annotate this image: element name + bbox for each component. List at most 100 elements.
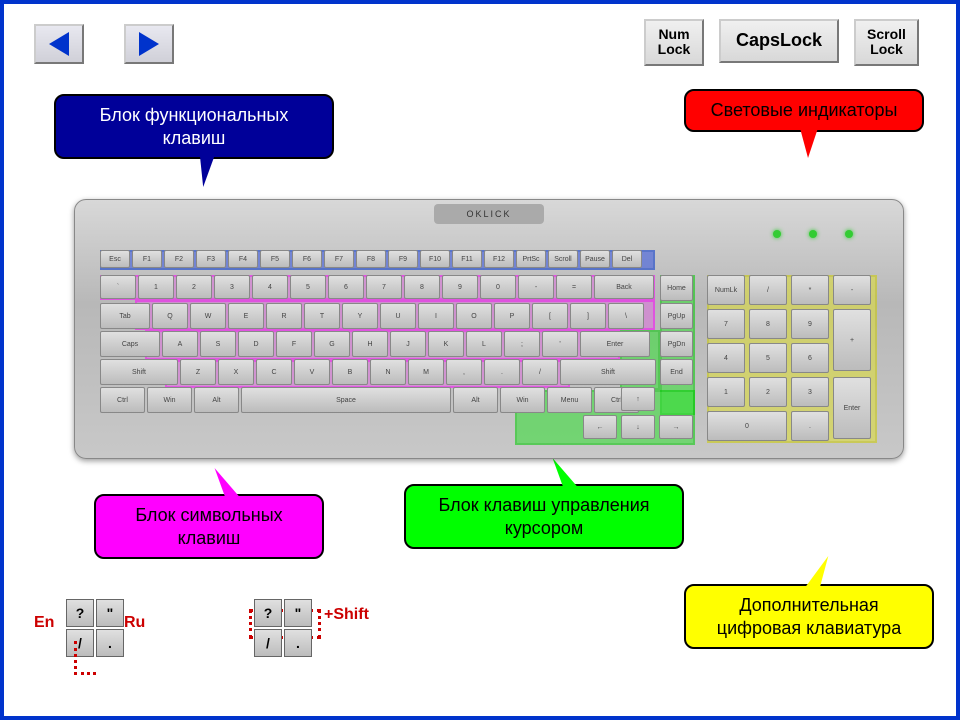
keyboard-key[interactable]: Win bbox=[500, 387, 545, 413]
keyboard-key[interactable]: , bbox=[446, 359, 482, 385]
keyboard-key[interactable]: 5 bbox=[749, 343, 787, 373]
keyboard-key[interactable]: . bbox=[484, 359, 520, 385]
keyboard-key[interactable]: 4 bbox=[252, 275, 288, 299]
nav-next-button[interactable] bbox=[124, 24, 174, 64]
keyboard-key[interactable]: 6 bbox=[791, 343, 829, 373]
keyboard-key[interactable]: → bbox=[659, 415, 693, 439]
keyboard-key[interactable]: W bbox=[190, 303, 226, 329]
keyboard-key[interactable]: M bbox=[408, 359, 444, 385]
keyboard-key[interactable]: N bbox=[370, 359, 406, 385]
keyboard-key[interactable]: Pause bbox=[580, 250, 610, 268]
keyboard-key[interactable]: 0 bbox=[707, 411, 787, 441]
keyboard-key[interactable]: ; bbox=[504, 331, 540, 357]
keyboard-key[interactable]: Q bbox=[152, 303, 188, 329]
keyboard-key[interactable]: / bbox=[522, 359, 558, 385]
keyboard-key[interactable]: P bbox=[494, 303, 530, 329]
keyboard-key[interactable]: 4 bbox=[707, 343, 745, 373]
keyboard-key[interactable]: ↑ bbox=[621, 387, 655, 411]
keyboard-key[interactable]: 9 bbox=[442, 275, 478, 299]
keyboard-key[interactable]: ↓ bbox=[621, 415, 655, 439]
keyboard-key[interactable]: End bbox=[660, 359, 693, 385]
keyboard-key[interactable]: F5 bbox=[260, 250, 290, 268]
scrolllock-button[interactable]: Scroll Lock bbox=[854, 19, 919, 66]
keyboard-key[interactable]: 1 bbox=[138, 275, 174, 299]
keyboard-key[interactable]: \ bbox=[608, 303, 644, 329]
keyboard-key[interactable]: 6 bbox=[328, 275, 364, 299]
keyboard-key[interactable]: . bbox=[791, 411, 829, 441]
keyboard-key[interactable]: O bbox=[456, 303, 492, 329]
keyboard-key[interactable]: PgUp bbox=[660, 303, 693, 329]
keyboard-key[interactable]: R bbox=[266, 303, 302, 329]
keyboard-key[interactable]: Win bbox=[147, 387, 192, 413]
keyboard-key[interactable]: - bbox=[518, 275, 554, 299]
keyboard-key[interactable]: + bbox=[833, 309, 871, 371]
nav-prev-button[interactable] bbox=[34, 24, 84, 64]
keyboard-key[interactable]: J bbox=[390, 331, 426, 357]
keyboard-key[interactable]: I bbox=[418, 303, 454, 329]
keyboard-key[interactable]: K bbox=[428, 331, 464, 357]
keyboard-key[interactable]: ← bbox=[583, 415, 617, 439]
keyboard-key[interactable]: G bbox=[314, 331, 350, 357]
keyboard-key[interactable]: ` bbox=[100, 275, 136, 299]
keyboard-key[interactable]: Enter bbox=[833, 377, 871, 439]
keyboard-key[interactable]: ' bbox=[542, 331, 578, 357]
keyboard-key[interactable]: D bbox=[238, 331, 274, 357]
keyboard-key[interactable]: F2 bbox=[164, 250, 194, 268]
keyboard-key[interactable]: F6 bbox=[292, 250, 322, 268]
keyboard-key[interactable]: PrtSc bbox=[516, 250, 546, 268]
keyboard-key[interactable]: B bbox=[332, 359, 368, 385]
keyboard-key[interactable]: S bbox=[200, 331, 236, 357]
keyboard-key[interactable]: U bbox=[380, 303, 416, 329]
keyboard-key[interactable]: Caps bbox=[100, 331, 160, 357]
keyboard-key[interactable]: Space bbox=[241, 387, 451, 413]
keyboard-key[interactable]: 1 bbox=[707, 377, 745, 407]
keyboard-key[interactable]: [ bbox=[532, 303, 568, 329]
keyboard-key[interactable]: ] bbox=[570, 303, 606, 329]
capslock-button[interactable]: CapsLock bbox=[719, 19, 839, 63]
keyboard-key[interactable]: 2 bbox=[176, 275, 212, 299]
keyboard-key[interactable]: 7 bbox=[366, 275, 402, 299]
keyboard-key[interactable]: F12 bbox=[484, 250, 514, 268]
keyboard-key[interactable]: Alt bbox=[453, 387, 498, 413]
keyboard-key[interactable]: T bbox=[304, 303, 340, 329]
keyboard-key[interactable]: F7 bbox=[324, 250, 354, 268]
keyboard-key[interactable]: F1 bbox=[132, 250, 162, 268]
keyboard-key[interactable]: 3 bbox=[214, 275, 250, 299]
keyboard-key[interactable]: 5 bbox=[290, 275, 326, 299]
keyboard-key[interactable]: F bbox=[276, 331, 312, 357]
keyboard-key[interactable]: 2 bbox=[749, 377, 787, 407]
keyboard-key[interactable]: 0 bbox=[480, 275, 516, 299]
keyboard-key[interactable]: E bbox=[228, 303, 264, 329]
keyboard-key[interactable]: 8 bbox=[749, 309, 787, 339]
keyboard-key[interactable]: F8 bbox=[356, 250, 386, 268]
keyboard-key[interactable]: * bbox=[791, 275, 829, 305]
keyboard-key[interactable]: Shift bbox=[560, 359, 656, 385]
keyboard-key[interactable]: L bbox=[466, 331, 502, 357]
keyboard-key[interactable]: F10 bbox=[420, 250, 450, 268]
keyboard-key[interactable]: A bbox=[162, 331, 198, 357]
keyboard-key[interactable]: F11 bbox=[452, 250, 482, 268]
keyboard-key[interactable]: H bbox=[352, 331, 388, 357]
keyboard-key[interactable]: - bbox=[833, 275, 871, 305]
keyboard-key[interactable]: NumLk bbox=[707, 275, 745, 305]
keyboard-key[interactable]: Z bbox=[180, 359, 216, 385]
keyboard-key[interactable]: 3 bbox=[791, 377, 829, 407]
keyboard-key[interactable]: 7 bbox=[707, 309, 745, 339]
keyboard-key[interactable]: Scroll bbox=[548, 250, 578, 268]
keyboard-key[interactable]: PgDn bbox=[660, 331, 693, 357]
keyboard-key[interactable]: C bbox=[256, 359, 292, 385]
keyboard-key[interactable]: F3 bbox=[196, 250, 226, 268]
keyboard-key[interactable]: Back bbox=[594, 275, 654, 299]
keyboard-key[interactable]: = bbox=[556, 275, 592, 299]
keyboard-key[interactable]: Tab bbox=[100, 303, 150, 329]
keyboard-key[interactable]: X bbox=[218, 359, 254, 385]
keyboard-key[interactable]: Del bbox=[612, 250, 642, 268]
keyboard-key[interactable]: F9 bbox=[388, 250, 418, 268]
keyboard-key[interactable]: Alt bbox=[194, 387, 239, 413]
keyboard-key[interactable]: / bbox=[749, 275, 787, 305]
keyboard-key[interactable]: Enter bbox=[580, 331, 650, 357]
keyboard-key[interactable]: V bbox=[294, 359, 330, 385]
keyboard-key[interactable]: Y bbox=[342, 303, 378, 329]
keyboard-key[interactable]: 9 bbox=[791, 309, 829, 339]
keyboard-key[interactable]: Shift bbox=[100, 359, 178, 385]
